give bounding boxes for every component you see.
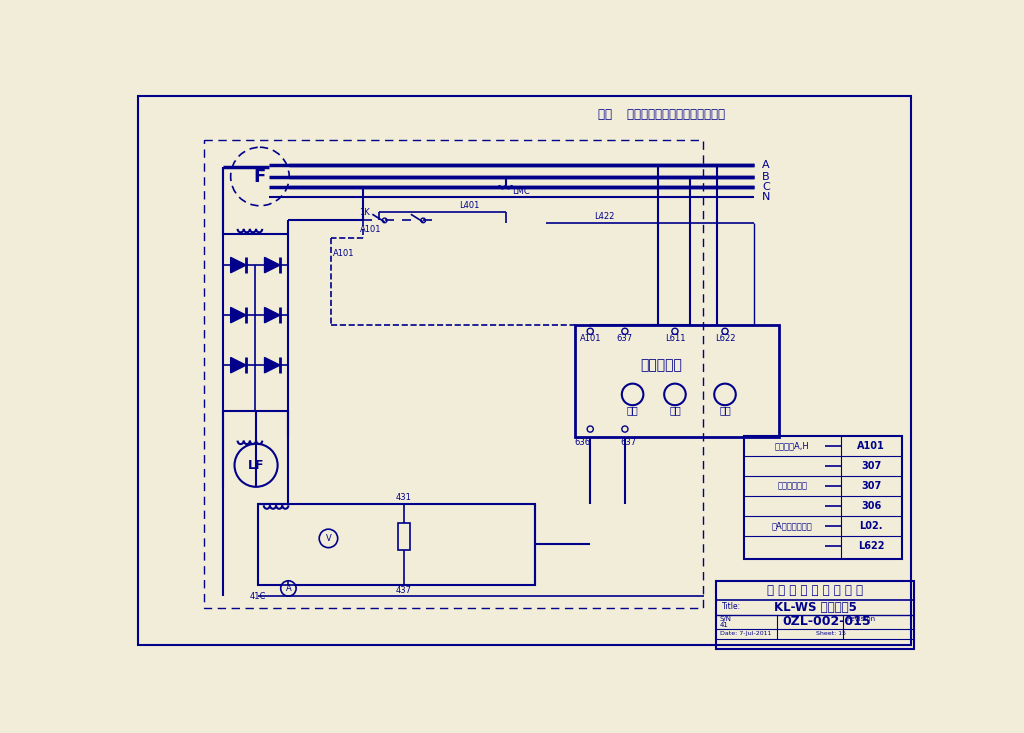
Bar bbox=[744, 436, 902, 559]
Circle shape bbox=[672, 328, 678, 334]
Text: 启动: 启动 bbox=[627, 405, 639, 415]
Text: 升压: 升压 bbox=[669, 405, 681, 415]
Text: Sheet: 15: Sheet: 15 bbox=[816, 630, 846, 636]
Text: Revision: Revision bbox=[847, 616, 876, 622]
Text: 0ZL-002-015: 0ZL-002-015 bbox=[782, 615, 871, 628]
Bar bbox=[716, 581, 914, 649]
Text: A101: A101 bbox=[580, 334, 601, 344]
Text: 成 都 宏 明 整 流 设 备 厂: 成 都 宏 明 整 流 设 备 厂 bbox=[767, 584, 863, 597]
Circle shape bbox=[622, 328, 628, 334]
Text: Title:: Title: bbox=[722, 603, 741, 611]
Text: LMC: LMC bbox=[512, 188, 529, 196]
Bar bbox=[204, 140, 702, 608]
Polygon shape bbox=[230, 358, 246, 373]
Circle shape bbox=[319, 529, 338, 548]
Text: 降压: 降压 bbox=[719, 405, 731, 415]
Text: S/N: S/N bbox=[720, 616, 731, 622]
Circle shape bbox=[622, 383, 643, 405]
Text: 41C: 41C bbox=[250, 592, 266, 600]
Text: 431: 431 bbox=[396, 493, 412, 502]
Text: L622: L622 bbox=[715, 334, 735, 344]
Text: V: V bbox=[326, 534, 332, 543]
Text: A101: A101 bbox=[857, 441, 885, 451]
Text: L622: L622 bbox=[858, 541, 885, 551]
Text: 41: 41 bbox=[720, 622, 728, 628]
Text: 频道调节器: 频道调节器 bbox=[641, 358, 682, 372]
Text: L422: L422 bbox=[594, 212, 614, 221]
Bar bbox=[223, 235, 289, 411]
Circle shape bbox=[622, 426, 628, 432]
Text: 主助机枵机组: 主助机枵机组 bbox=[777, 482, 807, 490]
Text: C: C bbox=[762, 182, 770, 191]
Text: 307: 307 bbox=[861, 481, 882, 491]
Polygon shape bbox=[264, 257, 280, 273]
Text: 437: 437 bbox=[396, 586, 412, 595]
Text: L611: L611 bbox=[665, 334, 685, 344]
Circle shape bbox=[665, 383, 686, 405]
Text: B: B bbox=[762, 172, 770, 182]
Text: 306: 306 bbox=[861, 501, 882, 511]
Text: 层次电机A,H: 层次电机A,H bbox=[775, 441, 810, 451]
Bar bbox=[574, 325, 779, 437]
Circle shape bbox=[382, 218, 387, 223]
Circle shape bbox=[714, 383, 736, 405]
Text: 注：    虚线框为设备个属本调节器提供: 注： 虚线框为设备个属本调节器提供 bbox=[598, 108, 725, 122]
Text: A: A bbox=[286, 584, 291, 593]
Text: 307: 307 bbox=[861, 461, 882, 471]
Text: 层A相电流互感器: 层A相电流互感器 bbox=[772, 522, 813, 531]
Text: KL-WS 无刷劵碃5: KL-WS 无刷劵碃5 bbox=[774, 601, 856, 614]
Circle shape bbox=[587, 328, 593, 334]
Circle shape bbox=[587, 426, 593, 432]
Polygon shape bbox=[230, 257, 246, 273]
Text: L401: L401 bbox=[459, 202, 479, 210]
Polygon shape bbox=[264, 307, 280, 323]
Text: Date: 7-Jul-2011: Date: 7-Jul-2011 bbox=[720, 630, 771, 636]
Circle shape bbox=[281, 581, 296, 596]
Text: LF: LF bbox=[248, 459, 264, 472]
Text: A101: A101 bbox=[333, 249, 354, 258]
Text: 637: 637 bbox=[616, 334, 633, 344]
Polygon shape bbox=[230, 307, 246, 323]
Text: L02.: L02. bbox=[859, 521, 883, 531]
Text: 1K: 1K bbox=[359, 208, 370, 217]
Text: 637: 637 bbox=[621, 438, 637, 447]
Polygon shape bbox=[264, 358, 280, 373]
Circle shape bbox=[230, 147, 289, 206]
Text: F: F bbox=[254, 168, 266, 185]
Text: 636: 636 bbox=[574, 438, 591, 447]
Text: A101: A101 bbox=[360, 225, 382, 234]
Circle shape bbox=[722, 328, 728, 334]
Text: A: A bbox=[762, 160, 770, 170]
Circle shape bbox=[421, 218, 425, 223]
Bar bbox=[397, 523, 410, 550]
Circle shape bbox=[234, 443, 278, 487]
Text: N: N bbox=[762, 192, 770, 202]
Bar bbox=[258, 504, 535, 585]
